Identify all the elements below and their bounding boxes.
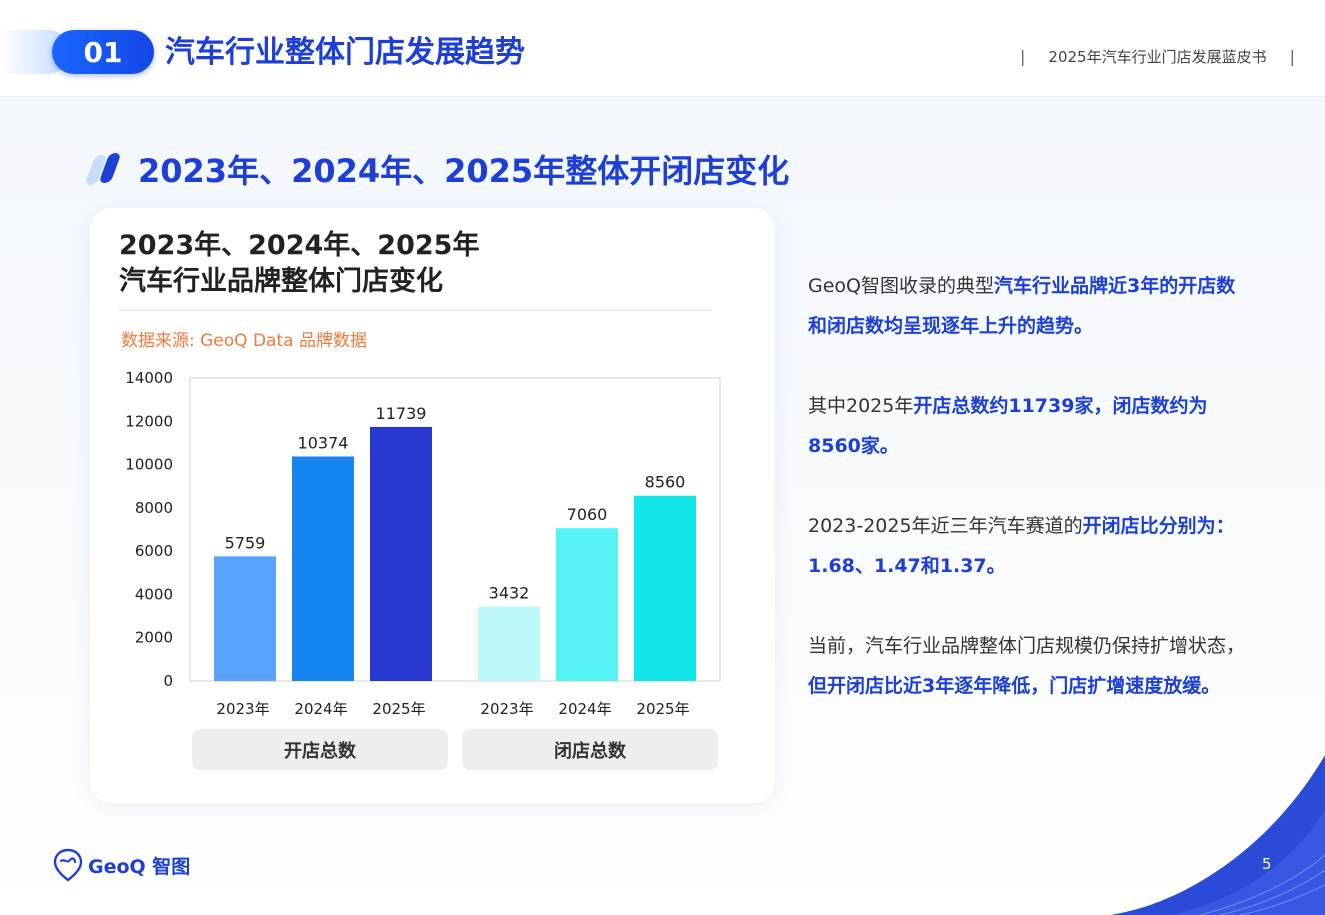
plot-frame (189, 377, 721, 682)
corner-decoration (1110, 755, 1325, 915)
chart-title-line1: 2023年、2024年、2025年 (119, 230, 480, 261)
y-tick-label: 2000 (135, 629, 173, 647)
analysis-paragraph-4: 当前，汽车行业品牌整体门店规模仍保持扩增状态， 但开闭店比近3年逐年降低，门店扩增… (808, 626, 1248, 706)
geoq-logo-text: GeoQ 智图 (88, 855, 191, 878)
data-label: 7060 (567, 505, 608, 524)
x-tick-label: 2025年 (636, 700, 689, 718)
data-label: 5759 (225, 533, 266, 552)
report-title-text: 2025年汽车行业门店发展蓝皮书 (1048, 47, 1267, 66)
bar-close-1 (556, 528, 618, 681)
geoq-logo: GeoQ 智图 (52, 848, 190, 882)
chart-title: 2023年、2024年、2025年 汽车行业品牌整体门店变化 (119, 228, 619, 300)
y-axis: 0 2000 4000 6000 8000 10000 12000 14000 (125, 369, 173, 690)
data-label: 8560 (645, 473, 686, 492)
analysis-highlight-3: 开闭店比分别为：1.68、1.47和1.37。 (808, 515, 1235, 577)
section-title: 汽车行业整体门店发展趋势 (165, 35, 525, 70)
y-tick-label: 4000 (135, 585, 173, 603)
divider-right: | (1289, 46, 1295, 66)
analysis-text-4: 当前，汽车行业品牌整体门店规模仍保持扩增状态， (808, 635, 1246, 657)
page-number: 5 (1262, 855, 1272, 873)
data-label: 10374 (298, 433, 349, 452)
group-label-open: 开店总数 (192, 729, 448, 770)
analysis-highlight-1: 汽车行业品牌近3年的开店数和闭店数均呈现逐年上升的趋势。 (808, 275, 1236, 337)
x-tick-label: 2024年 (558, 700, 611, 718)
subheading: 2023年、2024年、2025年整体开闭店变化 (84, 148, 790, 190)
y-tick-label: 8000 (135, 499, 173, 517)
y-tick-label: 0 (163, 672, 173, 690)
analysis-text: GeoQ智图收录的典型汽车行业品牌近3年的开店数和闭店数均呈现逐年上升的趋势。 … (808, 266, 1248, 746)
analysis-paragraph-3: 2023-2025年近三年汽车赛道的开闭店比分别为：1.68、1.47和1.37… (808, 506, 1248, 586)
analysis-paragraph-1: GeoQ智图收录的典型汽车行业品牌近3年的开店数和闭店数均呈现逐年上升的趋势。 (808, 266, 1248, 346)
x-tick-label: 2023年 (216, 700, 269, 718)
x-tick-label: 2024年 (294, 700, 347, 718)
analysis-text-1: GeoQ智图收录的典型 (808, 275, 994, 297)
bar-open-1 (292, 456, 354, 681)
chart-title-line2: 汽车行业品牌整体门店变化 (119, 266, 443, 297)
card-divider (119, 310, 712, 311)
divider-left: | (1020, 46, 1026, 66)
data-label: 11739 (376, 404, 427, 423)
analysis-paragraph-2: 其中2025年开店总数约11739家，闭店数约为8560家。 (808, 386, 1248, 466)
analysis-text-2: 其中2025年 (808, 395, 914, 417)
geoq-logo-icon (53, 848, 83, 882)
page-header: 01 汽车行业整体门店发展趋势 | 2025年汽车行业门店发展蓝皮书 | (0, 0, 1325, 97)
analysis-highlight-4: 但开闭店比近3年逐年降低，门店扩增速度放缓。 (808, 675, 1221, 697)
y-tick-label: 10000 (125, 456, 173, 474)
y-tick-label: 12000 (125, 412, 173, 430)
bar-open-2 (370, 426, 432, 681)
bar-close-2 (634, 495, 696, 681)
slash-icon (84, 151, 126, 187)
x-tick-label: 2025年 (372, 700, 425, 718)
group-label-close: 闭店总数 (462, 729, 718, 770)
y-tick-label: 6000 (135, 542, 173, 560)
bar-chart: 0 2000 4000 6000 8000 10000 12000 14000 5759 103… (125, 369, 721, 718)
x-axis: 2023年 2024年 2025年 2023年 2024年 2025年 (216, 700, 689, 718)
section-number-badge: 01 (52, 30, 154, 74)
x-tick-label: 2023年 (480, 700, 533, 718)
data-label: 3432 (489, 584, 530, 603)
y-tick-label: 14000 (125, 369, 173, 387)
subheading-title: 2023年、2024年、2025年整体开闭店变化 (138, 152, 790, 190)
report-title: | 2025年汽车行业门店发展蓝皮书 | (1020, 44, 1295, 68)
analysis-highlight-2: 开店总数约11739家，闭店数约为8560家。 (808, 395, 1208, 457)
analysis-text-3: 2023-2025年近三年汽车赛道的 (808, 515, 1083, 537)
bars: 5759 10374 11739 3432 7060 8560 (214, 404, 696, 681)
data-source: 数据来源: GeoQ Data 品牌数据 (121, 331, 367, 351)
bar-open-0 (214, 556, 276, 681)
bar-close-0 (478, 606, 540, 681)
